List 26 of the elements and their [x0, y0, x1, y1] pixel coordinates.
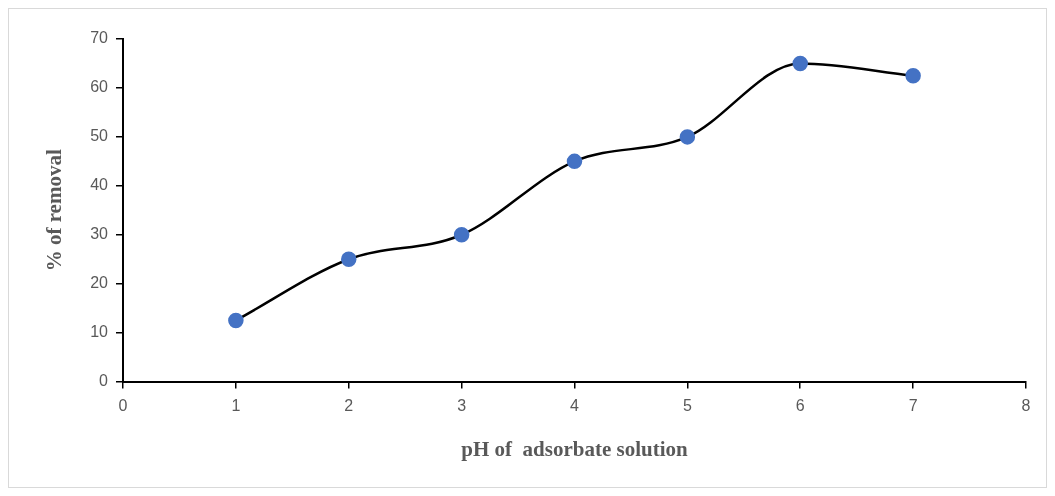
x-tick-label: 7 [908, 396, 918, 414]
y-tick-label: 0 [99, 372, 109, 390]
y-axis-title: % of removal [42, 149, 67, 272]
y-tick-label: 30 [90, 225, 109, 243]
x-tick-label: 6 [795, 396, 805, 414]
y-tick-label: 60 [90, 78, 109, 96]
x-tick-label: 1 [231, 396, 241, 414]
point [679, 129, 696, 145]
x-tick-label: 2 [344, 396, 354, 414]
y-tick-label: 40 [90, 176, 109, 194]
x-tick-label: 3 [457, 396, 467, 414]
point [453, 227, 470, 243]
point [905, 67, 921, 84]
y-tick-label: 20 [90, 274, 109, 292]
y-tick-label: 70 [90, 29, 109, 47]
point [341, 251, 357, 267]
x-tick-label: 0 [118, 396, 128, 414]
y-tick-label: 50 [90, 127, 109, 145]
point [566, 153, 583, 170]
x-tick-label: 5 [682, 396, 692, 414]
point [228, 312, 244, 329]
point [792, 55, 808, 72]
x-tick-label: 4 [570, 396, 580, 414]
x-axis-title: pH of adsorbate solution [461, 436, 688, 461]
x-tick-label: 8 [1021, 396, 1031, 414]
y-tick-label: 10 [90, 323, 109, 341]
